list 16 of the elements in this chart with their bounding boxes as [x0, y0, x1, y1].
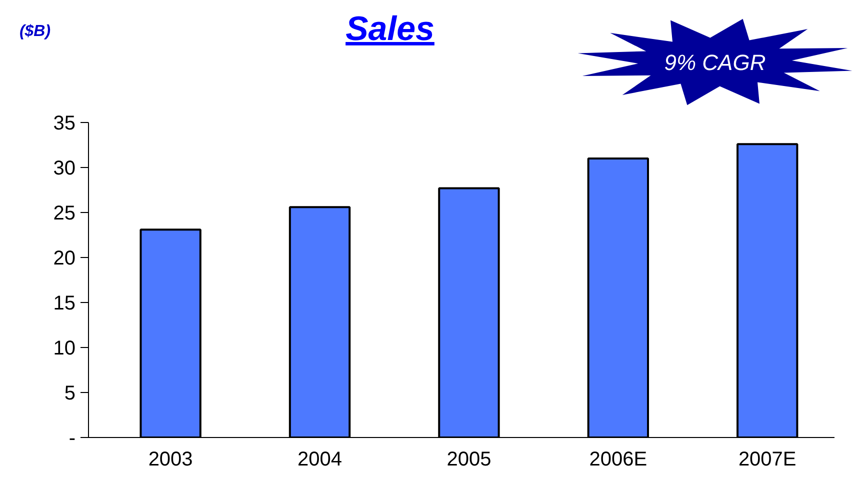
y-tick-label: 20 [53, 248, 76, 270]
x-tick-label: 2007E [738, 448, 796, 470]
x-tick-label: 2004 [298, 448, 342, 470]
y-tick-label: 25 [53, 202, 76, 224]
y-tick-label: 5 [64, 382, 76, 404]
chart-title: Sales [346, 10, 434, 48]
x-tick-label: 2003 [148, 448, 193, 470]
x-tick-label: 2006E [589, 448, 648, 470]
y-tick-label: 30 [53, 158, 76, 180]
y-tick-label: 10 [53, 338, 76, 360]
x-tick-label: 2005 [446, 448, 492, 470]
y-tick-label: 15 [53, 292, 76, 314]
y-tick-label: - [68, 428, 76, 450]
text: 9% CAGR [664, 50, 766, 75]
y-axis-title: ($B) [19, 23, 51, 40]
y-tick-label: 35 [53, 112, 76, 134]
